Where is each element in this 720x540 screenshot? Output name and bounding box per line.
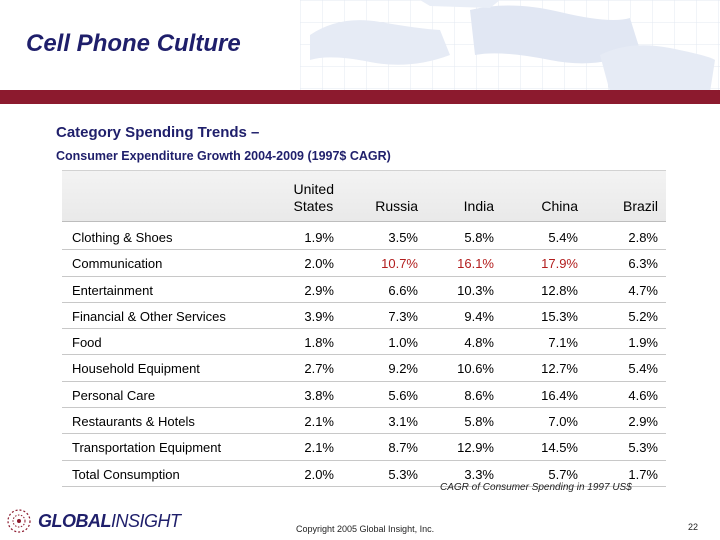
value-cell: 12.8%	[541, 282, 578, 298]
value-cell: 9.4%	[464, 308, 494, 324]
page-number: 22	[688, 522, 699, 532]
value-cell: 5.8%	[464, 230, 494, 245]
row-label: Communication	[72, 256, 163, 272]
value-cell: 3.3%	[464, 466, 494, 482]
row-label: Restaurants & Hotels	[72, 414, 195, 430]
column-header-line2: Russia	[375, 198, 418, 214]
column-header: China	[541, 198, 578, 215]
value-cell: 3.1%	[388, 414, 418, 430]
value-cell: 12.7%	[541, 361, 578, 377]
column-header-line2: States	[293, 198, 334, 214]
value-cell: 4.7%	[628, 282, 658, 298]
row-label: Household Equipment	[72, 361, 200, 377]
value-cell: 6.6%	[388, 282, 418, 298]
row-label: Clothing & Shoes	[72, 230, 173, 245]
value-cell: 2.0%	[304, 256, 334, 272]
value-cell: 7.3%	[388, 308, 418, 324]
page-title: Cell Phone Culture	[26, 30, 241, 57]
table-row: Entertainment 2.9% 6.6% 10.3% 12.8% 4.7%	[62, 276, 666, 303]
title-divider-band	[0, 90, 720, 104]
value-cell: 1.0%	[388, 335, 418, 351]
value-cell: 5.7%	[548, 466, 578, 482]
value-cell: 4.8%	[464, 335, 494, 351]
value-cell: 3.5%	[388, 230, 418, 245]
column-header: India	[464, 198, 494, 215]
value-cell: 5.8%	[464, 414, 494, 430]
value-cell: 1.9%	[304, 230, 334, 245]
column-header: Russia	[375, 198, 418, 215]
table-row: Transportation Equipment 2.1% 8.7% 12.9% 14.…	[62, 434, 666, 461]
globe-logo-icon	[7, 509, 31, 533]
table-row: Food 1.8% 1.0% 4.8% 7.1% 1.9%	[62, 329, 666, 356]
value-cell: 1.8%	[304, 335, 334, 351]
row-label: Total Consumption	[72, 466, 180, 482]
column-header: United States	[294, 181, 334, 215]
value-cell: 2.9%	[304, 282, 334, 298]
value-cell: 17.9%	[541, 256, 578, 272]
value-cell: 16.4%	[541, 387, 578, 403]
column-header-line2: Brazil	[622, 198, 658, 214]
section-title: Category Spending Trends –	[56, 124, 260, 141]
copyright-notice: Copyright 2005 Global Insight, Inc.	[296, 524, 435, 534]
row-label: Food	[72, 335, 102, 351]
value-cell: 2.1%	[304, 440, 334, 456]
row-label: Personal Care	[72, 387, 156, 403]
value-cell: 2.8%	[628, 230, 658, 245]
value-cell: 8.7%	[388, 440, 418, 456]
table-row: Financial & Other Services 3.9% 7.3% 9.4% 15…	[62, 302, 666, 330]
section-subtitle: Consumer Expenditure Growth 2004-2009 (1…	[56, 149, 391, 163]
logo-text-thin: INSIGHT	[111, 511, 181, 531]
column-header-line1: United	[293, 181, 334, 197]
column-header-line2: India	[463, 198, 494, 214]
world-map-background	[300, 0, 720, 92]
logo-wordmark: GLOBALINSIGHT	[38, 511, 181, 532]
value-cell: 16.1%	[457, 256, 494, 272]
value-cell: 5.2%	[628, 308, 658, 324]
value-cell: 5.6%	[388, 387, 418, 403]
table-row: Communication 2.0% 10.7% 16.1% 17.9% 6.3%	[62, 250, 666, 277]
value-cell: 4.6%	[628, 387, 658, 403]
value-cell: 5.3%	[628, 440, 658, 456]
table-body: Clothing & Shoes 1.9% 3.5% 5.8% 5.4% 2.8% Comm…	[62, 224, 666, 487]
table-caption: CAGR of Consumer Spending in 1997 US$	[440, 482, 632, 493]
value-cell: 10.7%	[381, 256, 418, 272]
value-cell: 12.9%	[457, 440, 494, 456]
column-header-line2: China	[541, 198, 578, 214]
table-header: United States Russia India China Brazil	[62, 170, 666, 222]
row-label: Financial & Other Services	[72, 308, 226, 324]
value-cell: 5.4%	[548, 230, 578, 245]
world-map-icon	[300, 0, 720, 92]
value-cell: 14.5%	[541, 440, 578, 456]
value-cell: 1.7%	[628, 466, 658, 482]
table-row: Total Consumption 2.0% 5.3% 3.3% 5.7% 1.7%	[62, 460, 666, 487]
company-logo: GLOBALINSIGHT	[6, 508, 186, 534]
value-cell: 2.0%	[304, 466, 334, 482]
logo-text-bold: GLOBAL	[38, 511, 112, 531]
value-cell: 2.9%	[628, 414, 658, 430]
value-cell: 5.4%	[628, 361, 658, 377]
row-label: Entertainment	[72, 282, 153, 298]
row-label: Transportation Equipment	[72, 440, 222, 456]
value-cell: 2.7%	[304, 361, 334, 377]
table-row: Household Equipment 2.7% 9.2% 10.6% 12.7% 5.4…	[62, 355, 666, 382]
value-cell: 7.1%	[548, 335, 578, 351]
value-cell: 1.9%	[628, 335, 658, 351]
value-cell: 5.3%	[388, 466, 418, 482]
value-cell: 7.0%	[548, 414, 578, 430]
value-cell: 15.3%	[541, 308, 578, 324]
spending-table: United States Russia India China Brazil Cloth…	[62, 170, 666, 487]
value-cell: 10.6%	[457, 361, 494, 377]
value-cell: 9.2%	[388, 361, 418, 377]
value-cell: 10.3%	[457, 282, 494, 298]
value-cell: 8.6%	[464, 387, 494, 403]
table-row: Clothing & Shoes 1.9% 3.5% 5.8% 5.4% 2.8%	[62, 224, 666, 251]
column-header: Brazil	[623, 198, 658, 215]
value-cell: 6.3%	[628, 256, 658, 272]
table-row: Restaurants & Hotels 2.1% 3.1% 5.8% 7.0% 2.9%	[62, 408, 666, 435]
value-cell: 3.8%	[304, 387, 334, 403]
table-row: Personal Care 3.8% 5.6% 8.6% 16.4% 4.6%	[62, 381, 666, 409]
value-cell: 2.1%	[304, 414, 334, 430]
value-cell: 3.9%	[304, 308, 334, 324]
